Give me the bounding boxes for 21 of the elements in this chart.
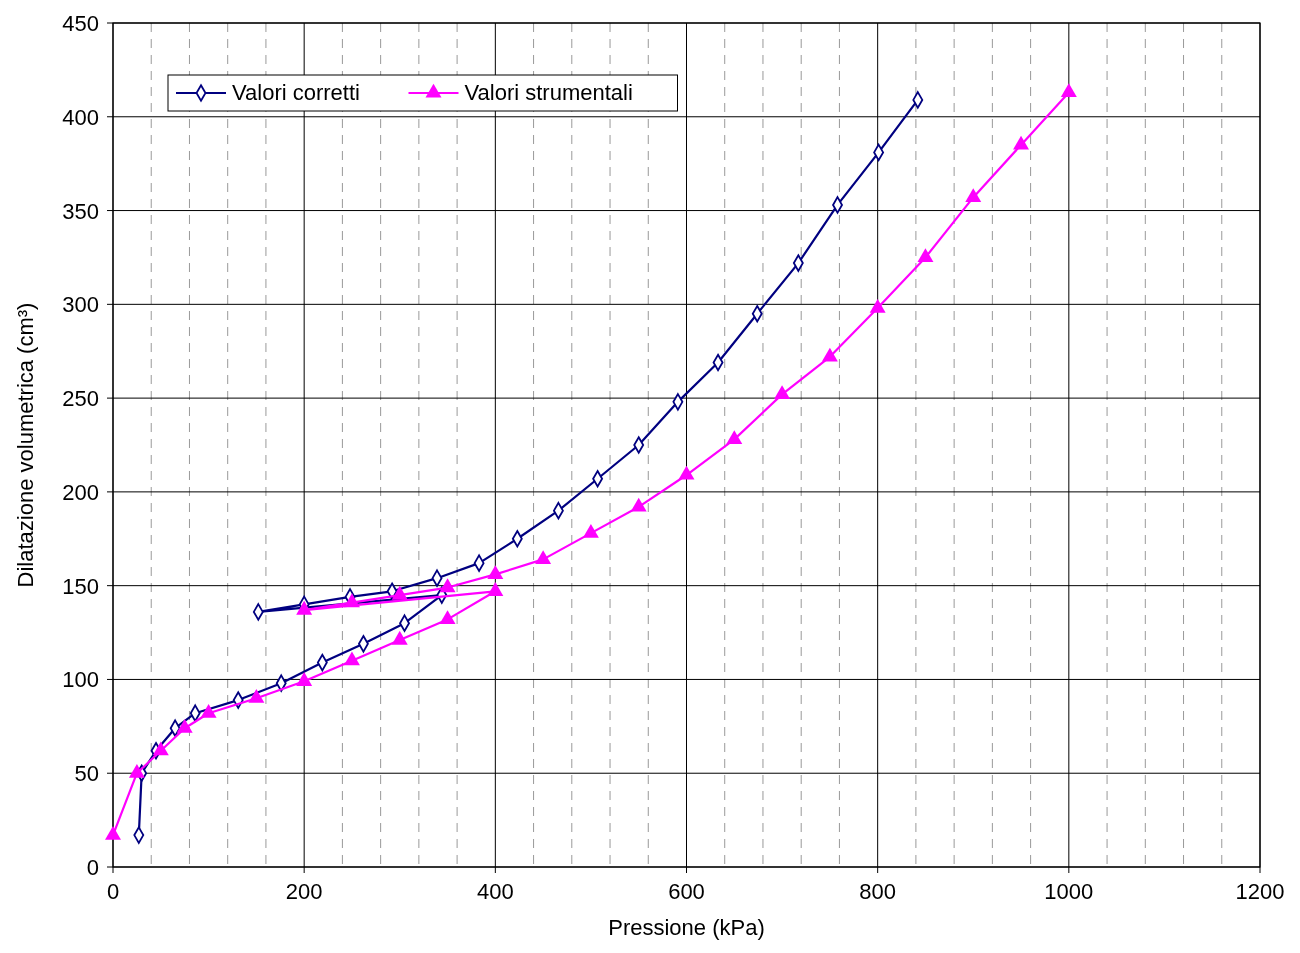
y-tick-label: 400 (62, 104, 99, 130)
x-tick-label: 800 (859, 879, 897, 904)
legend-label: Valori corretti (232, 80, 360, 105)
x-tick-label: 600 (668, 879, 705, 904)
x-tick-label: 200 (285, 879, 323, 904)
x-tick-label: 1000 (1044, 879, 1094, 904)
x-tick-label: 0 (106, 879, 120, 904)
y-tick-label: 150 (62, 573, 99, 599)
y-tick-label: 200 (62, 479, 99, 505)
y-tick-label: 50 (74, 761, 99, 787)
y-tick-label: 250 (62, 386, 99, 412)
legend-label: Valori strumentali (464, 80, 633, 105)
x-tick-label: 400 (476, 879, 514, 904)
x-axis-title: Pressione (kPa) (608, 915, 765, 940)
y-tick-label: 100 (62, 667, 99, 693)
y-tick-label: 0 (86, 855, 99, 880)
y-tick-label: 450 (62, 11, 99, 36)
y-tick-label: 300 (62, 292, 99, 318)
y-tick-label: 350 (62, 198, 99, 224)
x-tick-label: 1200 (1235, 879, 1285, 904)
y-axis-title: Dilatazione volumetrica (cm³) (13, 302, 38, 588)
